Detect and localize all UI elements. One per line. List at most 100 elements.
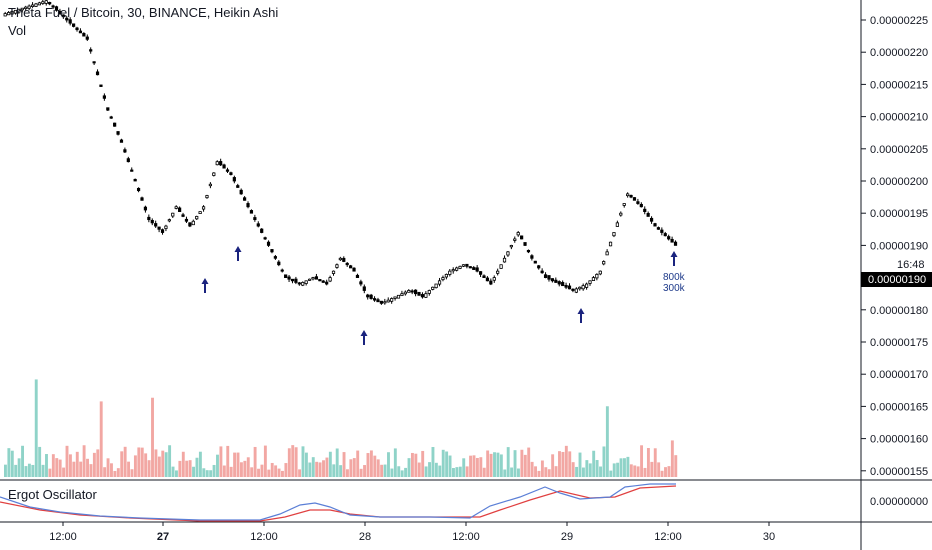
candle-up bbox=[301, 282, 305, 286]
candle-up bbox=[516, 232, 520, 236]
buy-signal-arrow bbox=[670, 251, 678, 266]
volume-bar bbox=[7, 448, 11, 477]
candle-down bbox=[222, 164, 226, 169]
volume-bar bbox=[24, 466, 28, 477]
volume-bar bbox=[130, 469, 134, 477]
volume-bar bbox=[428, 462, 431, 477]
volume-bar bbox=[10, 450, 14, 477]
volume-bar bbox=[202, 468, 206, 477]
volume-bar bbox=[626, 456, 630, 477]
price-tick-label: 0.00000155 bbox=[870, 466, 928, 478]
volume-bar bbox=[660, 470, 664, 477]
candle-up bbox=[208, 183, 212, 187]
volume-bar bbox=[410, 452, 414, 477]
volume-bar bbox=[493, 452, 496, 477]
volume-bar bbox=[239, 462, 243, 477]
volume-bar bbox=[349, 459, 353, 477]
volume-bar bbox=[226, 445, 230, 477]
volume-bar bbox=[164, 452, 168, 477]
volume-bar bbox=[137, 447, 141, 477]
volume-bar bbox=[506, 447, 510, 477]
volume-bar bbox=[277, 468, 281, 477]
volume-bar bbox=[304, 452, 308, 477]
candle-up bbox=[403, 291, 407, 295]
volume-bar bbox=[670, 440, 674, 477]
price-tick-label: 0.00000195 bbox=[870, 208, 928, 220]
candle-up bbox=[17, 8, 21, 13]
volume-bar bbox=[575, 466, 579, 477]
volume-bar bbox=[612, 463, 616, 477]
volume-bar bbox=[469, 455, 473, 477]
candle-down bbox=[130, 169, 134, 172]
candle-down bbox=[656, 227, 661, 230]
time-tick-label: 30 bbox=[763, 531, 775, 543]
candle-down bbox=[376, 299, 380, 303]
volume-bar bbox=[263, 445, 267, 477]
volume-bar bbox=[45, 454, 48, 477]
price-tick-label: 0.00000225 bbox=[870, 15, 928, 27]
candle-down bbox=[362, 286, 366, 291]
price-tick-label: 0.00000200 bbox=[870, 176, 928, 188]
volume-bar bbox=[270, 462, 274, 477]
candle-down bbox=[99, 84, 103, 87]
price-tick-label: 0.00000210 bbox=[870, 112, 928, 124]
volume-bar bbox=[434, 462, 438, 477]
volume-bar bbox=[564, 445, 568, 477]
price-tick-label: 0.00000220 bbox=[870, 47, 928, 59]
candle-down bbox=[523, 242, 527, 246]
candle-up bbox=[390, 298, 394, 302]
price-scale[interactable]: 0.00000225 0.00000220 0.00000215 0.00000210… bbox=[861, 15, 928, 478]
candle-down bbox=[636, 201, 640, 204]
volume-bar bbox=[479, 457, 483, 477]
oscillator-zero-label: 0.00000000 bbox=[870, 496, 928, 508]
volume-bar bbox=[86, 458, 89, 477]
volume-bar bbox=[448, 455, 452, 477]
volume-bar bbox=[325, 457, 329, 477]
time-tick-label: 29 bbox=[561, 531, 573, 543]
volume-bar bbox=[664, 467, 667, 477]
price-tick-label: 0.00000170 bbox=[870, 369, 928, 381]
volume-bar bbox=[342, 452, 346, 477]
volume-bar bbox=[653, 448, 657, 477]
volume-bar bbox=[400, 470, 404, 477]
volume-bar bbox=[445, 451, 449, 477]
volume-bar bbox=[14, 464, 18, 477]
volume-bar bbox=[452, 468, 455, 477]
volume-bar bbox=[633, 465, 637, 477]
volume-bar bbox=[387, 452, 390, 477]
volume-bar bbox=[346, 469, 349, 477]
volume-bar bbox=[157, 456, 161, 477]
last-price-badge bbox=[861, 272, 932, 287]
candle-down bbox=[154, 223, 158, 227]
candle-down bbox=[567, 285, 572, 290]
volume-bar bbox=[48, 468, 52, 477]
volume-bar bbox=[424, 466, 428, 477]
volume-bar bbox=[674, 455, 678, 477]
volume-bar bbox=[534, 466, 537, 477]
volume-bar bbox=[41, 464, 45, 477]
candle-up bbox=[20, 7, 24, 11]
candle-down bbox=[75, 27, 79, 31]
candle-down bbox=[140, 197, 144, 201]
candle-up bbox=[400, 293, 404, 297]
candle-up bbox=[622, 203, 626, 206]
volume-bar bbox=[106, 458, 110, 477]
candle-down bbox=[349, 265, 353, 269]
volume-bar bbox=[68, 454, 72, 477]
candle-up bbox=[588, 280, 592, 284]
volume-bar bbox=[284, 463, 288, 477]
time-axis[interactable]: 12:00 27 12:00 28 12:00 29 12:00 30 bbox=[49, 522, 775, 543]
candle-up bbox=[437, 280, 442, 285]
candle-up bbox=[205, 195, 209, 199]
candle-up bbox=[174, 206, 178, 209]
candle-down bbox=[554, 279, 558, 283]
candle-down bbox=[92, 61, 96, 64]
candle-down bbox=[571, 288, 575, 291]
candle-down bbox=[325, 281, 329, 285]
volume-bar bbox=[489, 453, 493, 477]
candle-down bbox=[482, 275, 486, 279]
candle-up bbox=[27, 5, 31, 9]
candle-up bbox=[461, 264, 466, 267]
candle-up bbox=[424, 293, 428, 298]
